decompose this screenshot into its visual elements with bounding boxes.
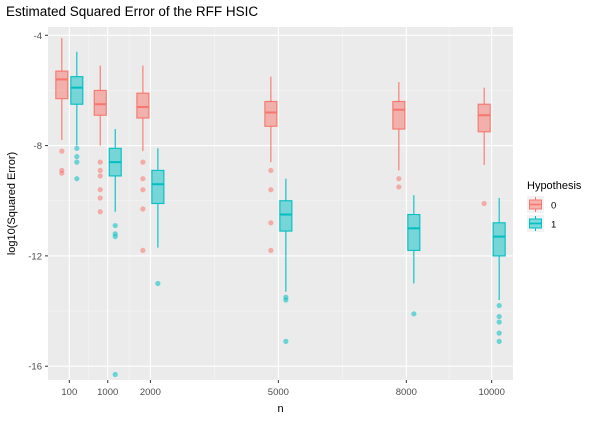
outlier-point: [97, 209, 103, 215]
axis-layer: -4 -8 -12 -16 100 1000 2000 5000 8000 10000: [28, 31, 505, 398]
outlier-point: [97, 167, 103, 174]
x-tick-label: 100: [61, 387, 77, 398]
box-plot-hypothesis-0-n-5000: [264, 76, 278, 253]
legend: Hypothesis 0 1: [527, 180, 582, 232]
box-plot-hypothesis-0-n-1000: [93, 65, 107, 215]
outlier-point: [155, 280, 161, 287]
iqr-box: [264, 100, 278, 127]
outlier-point: [112, 233, 118, 240]
outlier-point: [97, 187, 103, 193]
x-axis-title: n: [277, 403, 283, 415]
outlier-point: [496, 302, 502, 309]
outlier-point: [59, 148, 65, 154]
iqr-box: [279, 200, 293, 232]
outlier-point: [59, 170, 65, 176]
outlier-point: [140, 159, 146, 165]
outlier-point: [268, 247, 274, 253]
outlier-point: [496, 319, 502, 325]
x-tick-label: 5000: [268, 387, 289, 398]
x-tick-label: 8000: [396, 387, 417, 398]
iqr-box: [70, 76, 84, 105]
iqr-box: [492, 222, 506, 257]
outlier-point: [496, 330, 502, 336]
x-tick-label: 10000: [478, 387, 504, 398]
outlier-point: [74, 159, 80, 165]
box-plot-hypothesis-0-n-100: [55, 38, 69, 176]
outlier-point: [283, 338, 289, 344]
outlier-point: [411, 311, 417, 317]
iqr-box: [407, 213, 421, 251]
box-plot-hypothesis-0-n-8000: [392, 82, 406, 190]
outlier-point: [481, 200, 487, 207]
iqr-box: [55, 70, 69, 100]
y-tick-label: -8: [34, 141, 42, 152]
outlier-point: [140, 187, 146, 193]
outlier-point: [268, 187, 274, 193]
box-plot-hypothesis-0-n-2000: [136, 65, 150, 253]
outlier-point: [396, 176, 402, 182]
outlier-point: [140, 176, 146, 182]
x-tick-label: 2000: [140, 387, 161, 398]
box-plot-hypothesis-1-n-1000: [108, 129, 122, 378]
outlier-point: [74, 154, 80, 160]
y-tick-label: -16: [28, 362, 42, 373]
data-layer: [55, 38, 506, 378]
outlier-point: [97, 195, 103, 201]
outlier-point: [97, 159, 103, 165]
outlier-point: [396, 184, 402, 190]
iqr-box: [151, 169, 165, 205]
outlier-point: [268, 167, 274, 174]
iqr-box: [136, 92, 150, 119]
outlier-point: [74, 145, 80, 151]
y-tick-label: -12: [28, 251, 42, 262]
legend-title: Hypothesis: [527, 180, 582, 192]
outlier-point: [140, 247, 146, 253]
y-axis-title: log10(Squared Error): [6, 152, 18, 255]
box-plot-hypothesis-1-n-100: [70, 51, 84, 182]
x-tick-label: 1000: [97, 387, 118, 398]
iqr-box: [93, 89, 107, 116]
outlier-point: [74, 176, 80, 182]
box-plot-hypothesis-1-n-2000: [151, 148, 165, 287]
iqr-box: [392, 100, 406, 130]
legend-label-0: 0: [551, 201, 556, 212]
chart-title: Estimated Squared Error of the RFF HSIC: [6, 4, 258, 19]
outlier-point: [97, 173, 103, 179]
y-tick-label: -4: [34, 31, 42, 42]
outlier-point: [496, 338, 502, 344]
outlier-point: [268, 220, 274, 226]
outlier-point: [112, 371, 118, 378]
grid-layer: [48, 27, 513, 380]
outlier-point: [496, 313, 502, 320]
box-plot-hypothesis-1-n-10000: [492, 197, 506, 344]
outlier-point: [140, 206, 146, 212]
box-plot-hypothesis-1-n-5000: [279, 178, 293, 344]
legend-label-1: 1: [551, 220, 556, 231]
iqr-box: [477, 103, 491, 133]
legend-key-1: [527, 215, 544, 232]
outlier-point: [283, 297, 289, 303]
box-plot-hypothesis-1-n-8000: [407, 195, 421, 317]
legend-key-0: [527, 196, 544, 213]
outlier-point: [112, 222, 118, 229]
box-plot-hypothesis-0-n-10000: [477, 87, 491, 207]
